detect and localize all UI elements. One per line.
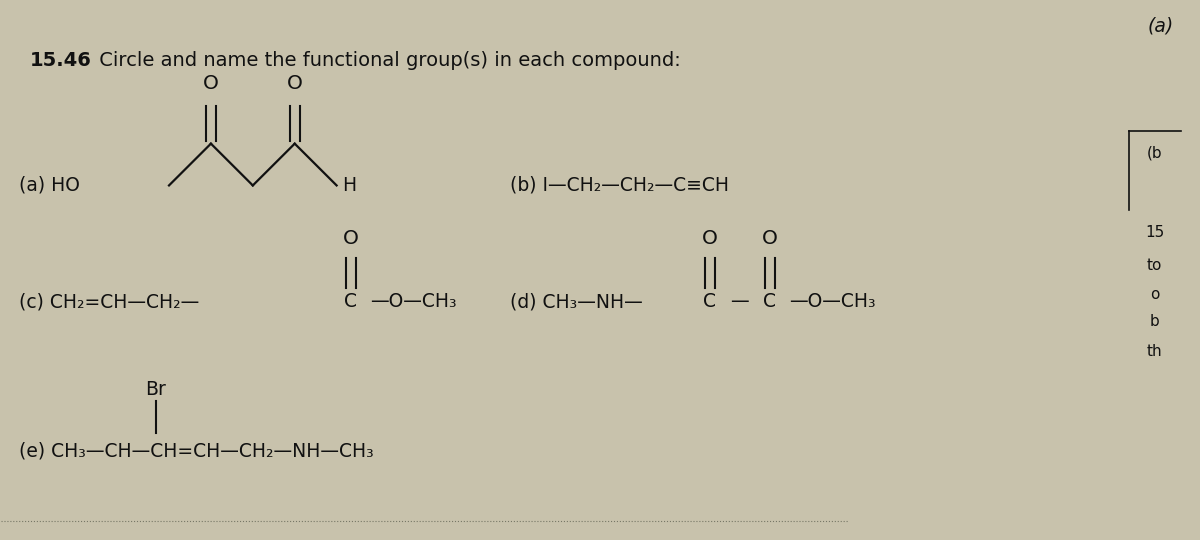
Text: (b: (b (1147, 145, 1163, 160)
Text: Circle and name the functional group(s) in each compound:: Circle and name the functional group(s) … (94, 51, 680, 70)
Text: (d) CH₃—NH—: (d) CH₃—NH— (510, 292, 643, 312)
Text: C: C (763, 292, 776, 312)
Text: (e) CH₃—CH—CH=CH—CH₂—NH—CH₃: (e) CH₃—CH—CH=CH—CH₂—NH—CH₃ (19, 442, 374, 461)
Text: b: b (1150, 314, 1159, 329)
Text: O: O (287, 74, 302, 93)
Text: —O—CH₃: —O—CH₃ (371, 292, 457, 312)
Text: C: C (703, 292, 716, 312)
Text: C: C (344, 292, 358, 312)
Text: 15.46: 15.46 (29, 51, 91, 70)
Text: o: o (1150, 287, 1159, 302)
Text: —: — (730, 292, 749, 312)
Text: (a) HO: (a) HO (19, 176, 80, 195)
Text: O: O (762, 229, 778, 248)
Text: —O—CH₃: —O—CH₃ (790, 292, 876, 312)
Text: to: to (1147, 258, 1163, 273)
Text: O: O (203, 74, 218, 93)
Text: (c) CH₂=CH—CH₂—: (c) CH₂=CH—CH₂— (19, 292, 199, 312)
Text: 15: 15 (1145, 225, 1164, 240)
Text: (b) I—CH₂—CH₂—C≡CH: (b) I—CH₂—CH₂—C≡CH (510, 176, 730, 195)
Text: (a): (a) (1147, 16, 1174, 35)
Text: O: O (702, 229, 718, 248)
Text: O: O (343, 229, 359, 248)
Text: Br: Br (145, 380, 167, 400)
Text: H: H (342, 176, 356, 195)
Text: th: th (1147, 344, 1163, 359)
